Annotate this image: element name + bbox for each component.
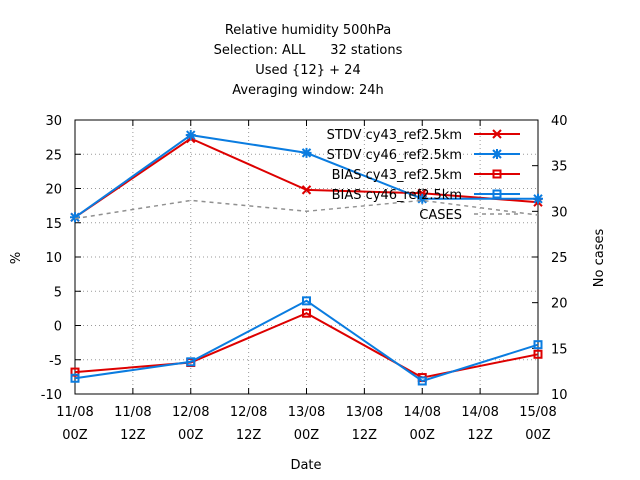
x-tick-label: 00Z: [294, 428, 320, 443]
axes: 11/08 00Z 11/08 12Z 12/08 00Z 12/08 12Z 13/08 00Z…: [41, 114, 568, 443]
chart-title-line: Relative humidity 500hPa: [225, 23, 391, 38]
data-point: [533, 193, 543, 204]
y2-tick-label: 15: [551, 342, 568, 357]
x-tick-label: 12/08: [172, 405, 209, 420]
series-layer: [70, 130, 543, 386]
data-point: [302, 296, 311, 306]
y-tick-label: -5: [49, 354, 62, 369]
y-tick-label: 30: [45, 114, 62, 129]
data-point: [302, 308, 311, 318]
x-tick-label: 14/08: [461, 405, 498, 420]
y2-tick-label: 10: [551, 388, 568, 403]
data-point: [533, 349, 543, 359]
y-tick-label: 20: [45, 183, 62, 198]
legend-swatch-marker: [492, 169, 502, 179]
data-point: [186, 357, 196, 367]
x-tick-label: 00Z: [178, 428, 204, 443]
y-tick-label: 0: [54, 320, 62, 335]
marker-stroke: [533, 349, 543, 359]
y2-tick-label: 40: [551, 114, 568, 129]
x-tick-label: 13/08: [346, 405, 383, 420]
x-tick-label: 00Z: [525, 428, 551, 443]
marker-stroke: [301, 185, 312, 195]
legend-label: STDV cy43_ref2.5km: [327, 128, 462, 143]
data-point: [301, 185, 312, 195]
data-point: [533, 340, 543, 350]
x-tick-label: 13/08: [288, 405, 325, 420]
y2-tick-label: 30: [551, 205, 568, 220]
grid: [75, 120, 538, 394]
x-tick-label: 11/08: [114, 405, 151, 420]
x-tick-label: 00Z: [62, 428, 88, 443]
series-line-4: [74, 299, 539, 383]
x-tick-label: 14/08: [404, 405, 441, 420]
x-tick-label: 12Z: [467, 428, 493, 443]
legend-swatch-marker: [492, 189, 502, 199]
chart-subtitle-line: Used {12} + 24: [255, 63, 360, 78]
marker-stroke: [302, 296, 311, 306]
legend-swatch-marker: [492, 129, 502, 139]
y-tick-label: -10: [41, 388, 62, 403]
x-axis-label: Date: [290, 458, 321, 473]
marker-stroke: [492, 189, 502, 199]
x-tick-label: 12Z: [352, 428, 378, 443]
series-line-5: [74, 199, 539, 220]
data-point: [185, 130, 196, 141]
legend-label: STDV cy46_ref2.5km: [327, 148, 462, 163]
x-tick-label: 11/08: [56, 405, 93, 420]
legend-label: CASES: [419, 208, 462, 223]
data-point: [70, 373, 80, 383]
x-tick-label: 12Z: [120, 428, 146, 443]
marker-stroke: [186, 357, 196, 367]
data-point: [70, 212, 80, 223]
legend-label: BIAS cy43_ref2.5km: [332, 168, 462, 183]
marker-stroke: [533, 340, 543, 350]
legend: STDV cy43_ref2.5km STDV cy46_ref2.5km BIAS…: [327, 128, 520, 223]
plot-frame: [74, 119, 539, 395]
marker-stroke: [492, 169, 502, 179]
chart-title: Relative humidity 500hPa Selection: ALL …: [214, 23, 403, 98]
data-point: [301, 147, 312, 158]
legend-swatch-marker: [492, 149, 502, 159]
x-tick-label: 12/08: [230, 405, 267, 420]
y2-tick-label: 20: [551, 297, 568, 312]
marker-stroke: [70, 373, 80, 383]
x-tick-label: 00Z: [410, 428, 436, 443]
data-point: [417, 376, 427, 386]
marker-stroke: [417, 376, 427, 386]
x-tick-label: 12Z: [236, 428, 262, 443]
y-axis-label: %: [9, 252, 24, 264]
y-tick-label: 5: [54, 285, 62, 300]
y2-tick-label: 25: [551, 251, 568, 266]
x-tick-label: 15/08: [519, 405, 556, 420]
chart-subtitle-line: Averaging window: 24h: [232, 83, 384, 98]
chart-subtitle-line: Selection: ALL 32 stations: [214, 43, 403, 58]
marker-stroke: [492, 129, 502, 139]
marker-stroke: [302, 308, 311, 318]
y-tick-label: 25: [45, 148, 62, 163]
y2-tick-label: 35: [551, 160, 568, 175]
y-tick-label: 15: [45, 217, 62, 232]
y2-axis-label: No cases: [592, 229, 607, 288]
legend-label: BIAS cy46_ref2.5km: [332, 188, 462, 203]
y-tick-label: 10: [45, 251, 62, 266]
